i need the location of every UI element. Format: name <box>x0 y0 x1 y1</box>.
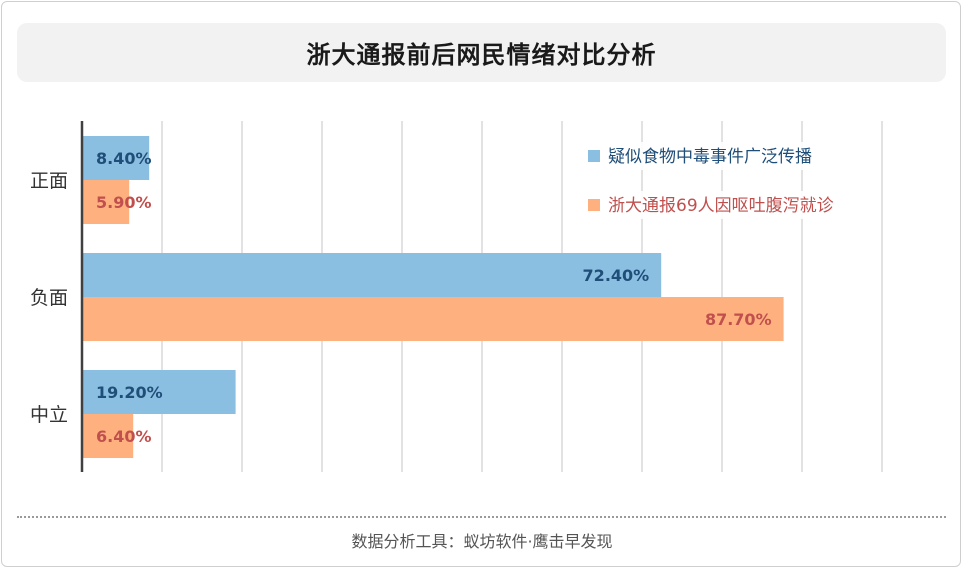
data-label: 8.40% <box>96 149 152 168</box>
bar-before-1 <box>82 253 662 297</box>
bar-before-2 <box>82 370 236 414</box>
data-label: 6.40% <box>96 427 152 446</box>
category-label: 中立 <box>30 404 68 426</box>
bar-after-1 <box>82 297 784 341</box>
legend-label: 疑似食物中毒事件广泛传播 <box>608 147 812 167</box>
data-label: 87.70% <box>705 310 772 329</box>
chart-title: 浙大通报前后网民情绪对比分析 <box>306 41 657 69</box>
data-label: 19.20% <box>96 383 163 402</box>
legend-bg <box>580 142 880 170</box>
legend-label: 浙大通报69人因呕吐腹泻就诊 <box>608 196 834 216</box>
data-label: 72.40% <box>583 266 650 285</box>
category-label: 负面 <box>30 287 68 309</box>
category-label: 正面 <box>30 170 68 192</box>
title-box: 浙大通报前后网民情绪对比分析 <box>17 23 946 82</box>
footer-credit: 数据分析工具：蚁坊软件·鹰击早发现 <box>351 532 613 551</box>
footer-divider <box>17 516 946 518</box>
legend-bg <box>580 191 880 219</box>
legend-swatch <box>588 150 600 162</box>
bar-after-2 <box>82 414 134 458</box>
bar-after-0 <box>82 180 130 224</box>
legend-swatch <box>588 199 600 211</box>
data-label: 5.90% <box>96 193 152 212</box>
bar-before-0 <box>82 136 150 180</box>
